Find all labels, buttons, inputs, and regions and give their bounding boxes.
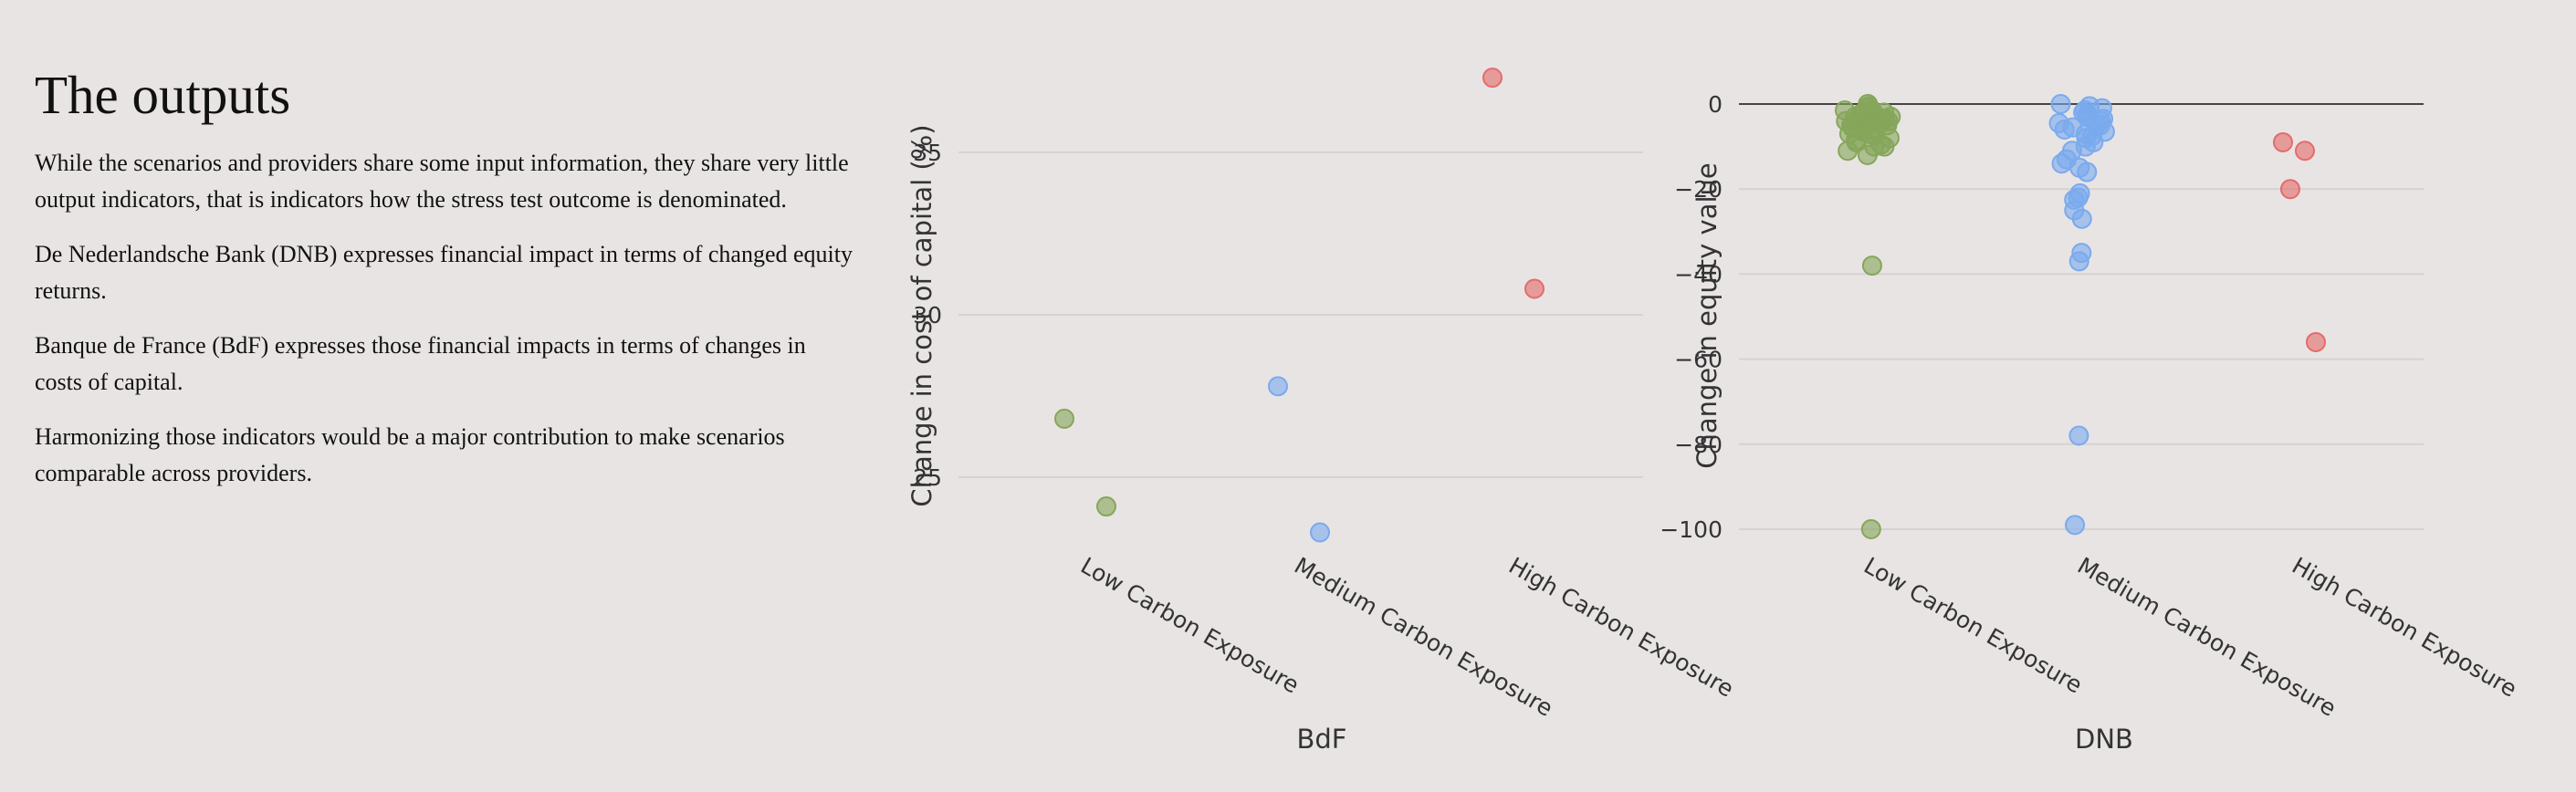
page-title: The outputs [35, 65, 291, 125]
y-axis-title: Change in cost of capital (%) [906, 124, 937, 506]
y-tick-label: 25 [913, 464, 942, 491]
data-point [1482, 68, 1503, 89]
y-tick-label: −40 [1674, 261, 1723, 287]
y-tick-label: 30 [913, 302, 942, 328]
data-point [2068, 251, 2089, 272]
data-point [1524, 278, 1545, 299]
data-point [2273, 131, 2293, 152]
data-point [1268, 376, 1288, 397]
data-point [1861, 255, 1882, 276]
data-point [1310, 522, 1330, 543]
data-point [1096, 496, 1116, 517]
y-tick-label: −100 [1660, 516, 1723, 543]
x-axis-title: BdF [1297, 724, 1347, 755]
paragraph-harmonizing: Harmonizing those indicators would be a … [35, 422, 785, 486]
x-category-label: High Carbon Exposure [1504, 552, 1738, 703]
x-category-label: Low Carbon Exposure [1076, 552, 1304, 699]
data-point [2280, 179, 2300, 200]
data-point [1860, 519, 1881, 539]
y-tick-label: −20 [1674, 176, 1723, 203]
x-category-label: Low Carbon Exposure [1859, 552, 2087, 699]
data-point [2071, 208, 2092, 229]
x-axis-title: DNB [2075, 724, 2133, 755]
y-axis-title: Change in equity value [1691, 162, 1723, 469]
data-point [2054, 119, 2075, 140]
y-tick-label: −60 [1674, 347, 1723, 373]
data-point [2077, 162, 2098, 182]
data-point [1857, 144, 1878, 165]
paragraph-scenarios: While the scenarios and providers share … [35, 149, 849, 213]
y-tick-label: 0 [1708, 91, 1723, 118]
y-tick-label: −80 [1674, 432, 1723, 458]
data-point [2306, 331, 2326, 352]
data-point [2051, 153, 2072, 174]
x-category-label: High Carbon Exposure [2288, 552, 2521, 703]
data-point [1054, 408, 1074, 429]
paragraph-bdf: Banque de France (BdF) expresses those f… [35, 331, 806, 395]
data-point [2065, 515, 2086, 536]
paragraph-dnb: De Nederlandsche Bank (DNB) expresses fi… [35, 240, 853, 304]
data-point [2295, 141, 2315, 162]
text-column: The outputs While the scenarios and prov… [35, 66, 856, 510]
data-point [2050, 94, 2071, 114]
data-point [1838, 141, 1859, 162]
y-tick-label: 35 [913, 140, 942, 166]
data-point [2068, 425, 2089, 446]
